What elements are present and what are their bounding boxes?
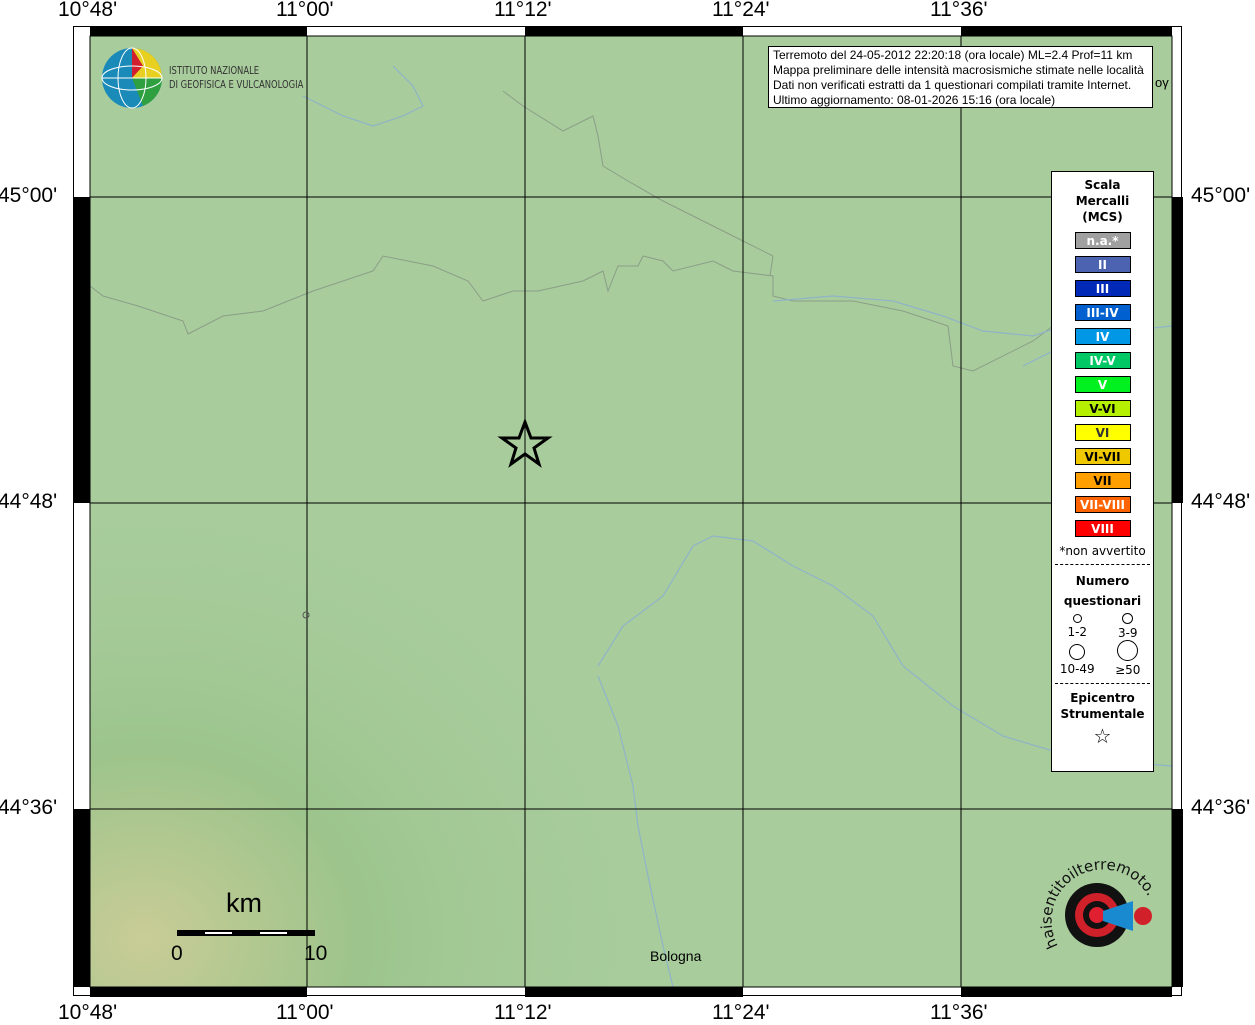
info-line: Ultimo aggiornamento: 08-01-2026 15:16 (… [773, 93, 1056, 107]
lat-tick: 44°36' [0, 796, 58, 819]
place-bologna: Bologna [650, 948, 702, 964]
count-title: Numero [1075, 574, 1130, 588]
count-label: 1-2 [1067, 625, 1088, 639]
intensity-swatch: n.a.* [1074, 232, 1131, 249]
map[interactable]: haisentitoilterremoto.it [73, 26, 1183, 997]
intensity-swatch: IV-V [1074, 352, 1131, 369]
intensity-scale: n.a.* II III III-IV IV IV-V V V-VI VI VI-VII VII VI… [1052, 232, 1153, 537]
lat-tick: 44°48' [1191, 490, 1251, 513]
intensity-swatch: II [1074, 256, 1131, 273]
info-line: Mappa preliminare delle intensità macros… [773, 63, 1144, 77]
count-title: questionari [1063, 594, 1142, 608]
intensity-swatch: VIII [1074, 520, 1131, 537]
lat-tick: 45°00' [1191, 184, 1251, 207]
frame [73, 26, 1183, 997]
lon-tick: 11°00' [276, 1001, 334, 1024]
epicenter-star-icon[interactable] [497, 417, 553, 468]
info-box: Terremoto del 24-05-2012 22:20:18 (ora l… [768, 46, 1153, 108]
intensity-swatch: VII-VIII [1074, 496, 1131, 513]
ingv-line2: DI GEOFISICA E VULCANOLOGIA [169, 78, 304, 91]
circle-small-icon [1072, 614, 1082, 623]
place-label: oγ [1155, 75, 1169, 90]
intensity-swatch: VII [1074, 472, 1131, 489]
lon-tick: 11°36' [930, 1001, 988, 1024]
ingv-line1: ISTITUTO NAZIONALE [169, 64, 260, 77]
legend-title: Mercalli [1075, 194, 1130, 208]
scale-min: 0 [171, 942, 183, 965]
graticule [90, 36, 1172, 987]
intensity-swatch: V [1074, 376, 1131, 393]
lon-tick: 11°00' [276, 0, 334, 21]
star-icon: ☆ [1093, 724, 1112, 748]
count-label: ≥50 [1115, 663, 1141, 677]
divider [1055, 564, 1150, 565]
scale-bar [177, 930, 315, 936]
intensity-swatch: III [1074, 280, 1131, 297]
ingv-logo-text: ISTITUTO NAZIONALE DI GEOFISICA E VULCAN… [169, 64, 303, 92]
circle-large-icon [1069, 644, 1086, 660]
intensity-swatch: IV [1074, 328, 1131, 345]
intensity-swatch: VI [1074, 424, 1131, 441]
legend-title: Scala [1084, 178, 1121, 192]
intensity-swatch: III-IV [1074, 304, 1131, 321]
intensity-swatch: V-VI [1074, 400, 1131, 417]
questionnaire-point[interactable] [302, 611, 310, 619]
lat-tick: 45°00' [0, 184, 58, 207]
circle-medium-icon [1122, 613, 1134, 624]
legend: Scala Mercalli (MCS) n.a.* II III III-IV IV I… [1051, 171, 1154, 772]
lon-tick: 10°48' [58, 1001, 118, 1024]
lon-tick: 11°36' [930, 0, 988, 21]
circle-xlarge-icon [1117, 640, 1139, 661]
count-label: 3-9 [1117, 626, 1138, 640]
lon-tick: 10°48' [58, 0, 118, 21]
scale-max: 10 [304, 942, 328, 965]
legend-note: *non avvertito [1059, 544, 1146, 558]
lon-tick: 11°12' [494, 1001, 552, 1024]
rivers [302, 65, 1173, 988]
intensity-swatch: VI-VII [1074, 448, 1131, 465]
lat-tick: 44°48' [0, 490, 58, 513]
lon-tick: 11°24' [712, 0, 770, 21]
divider [1055, 683, 1150, 684]
borders [89, 90, 1054, 372]
info-line: Terremoto del 24-05-2012 22:20:18 (ora l… [773, 48, 1133, 62]
lat-tick: 44°36' [1191, 796, 1251, 819]
ingv-globe-icon [101, 47, 163, 109]
epi-title: Epicentro [1070, 691, 1135, 705]
scale-unit: km [226, 888, 262, 918]
epi-title: Strumentale [1060, 707, 1145, 721]
lon-tick: 11°12' [494, 0, 552, 21]
count-label: 10-49 [1059, 662, 1095, 676]
info-line: Dati non verificati estratti da 1 questi… [773, 78, 1132, 92]
lon-tick: 11°24' [712, 1001, 770, 1024]
legend-title: (MCS) [1082, 210, 1123, 224]
